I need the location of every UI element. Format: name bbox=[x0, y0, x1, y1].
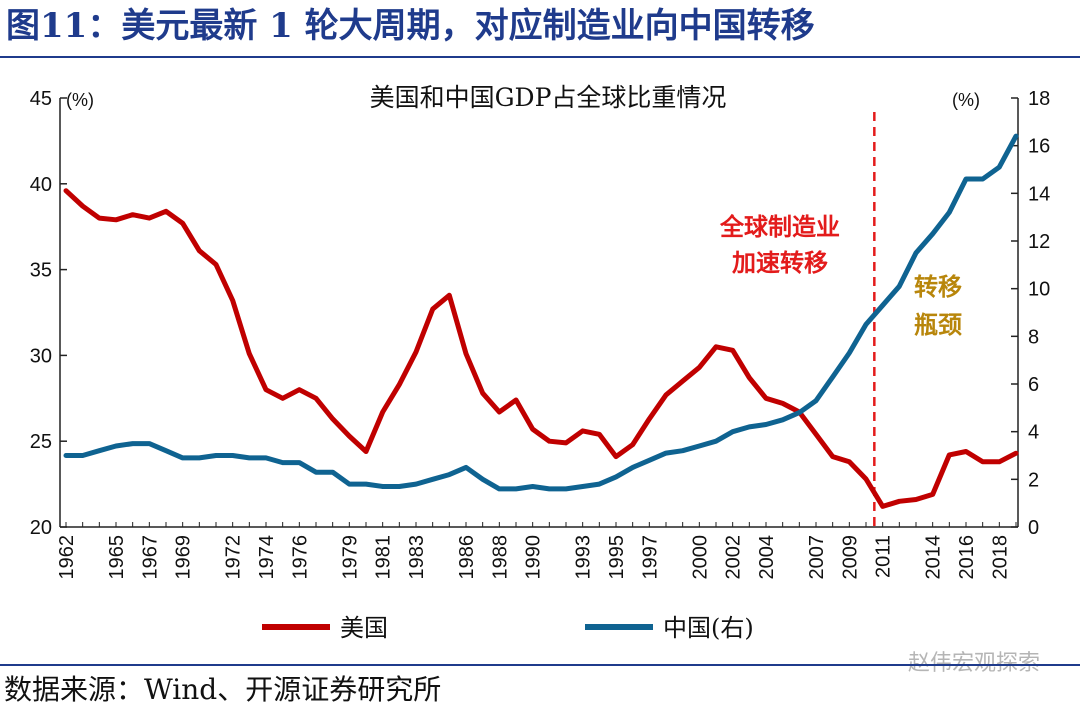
source-rule bbox=[0, 664, 1080, 666]
annotation-bottleneck-line2: 瓶颈 bbox=[914, 310, 962, 339]
x-tick-label: 1965 bbox=[106, 535, 128, 580]
y-right-tick-label: 4 bbox=[1028, 422, 1039, 444]
y-left-tick-label: 30 bbox=[30, 345, 52, 367]
y-left-tick-label: 35 bbox=[30, 260, 52, 282]
y-right-tick-label: 10 bbox=[1028, 279, 1050, 301]
x-tick-label: 1979 bbox=[339, 535, 361, 580]
legend-us-label: 美国 bbox=[340, 614, 388, 642]
gdp-share-chart: 20 25 30 35 40 45 0 2 4 6 8 10 12 14 16 18 1962 1965 1967 1… bbox=[30, 83, 1051, 642]
x-tick-label: 1988 bbox=[489, 535, 511, 580]
series-line-us bbox=[63, 188, 1019, 509]
y-left-unit: (%) bbox=[66, 90, 94, 110]
x-tick-label: 1981 bbox=[373, 535, 395, 580]
x-tick-label: 2000 bbox=[689, 535, 711, 580]
x-tick-label: 1962 bbox=[56, 535, 78, 580]
y-left-tick-label: 45 bbox=[30, 88, 52, 110]
annotation-accelerate-line2: 加速转移 bbox=[732, 248, 828, 277]
x-tick-label: 2002 bbox=[723, 535, 745, 580]
y-right-tick-label: 14 bbox=[1028, 183, 1050, 205]
x-tick-label: 1997 bbox=[639, 535, 661, 580]
x-tick-label: 2004 bbox=[756, 535, 778, 580]
x-tick-label: 1969 bbox=[173, 535, 195, 580]
y-right-tick-label: 16 bbox=[1028, 136, 1050, 158]
y-left-tick-label: 40 bbox=[30, 174, 52, 196]
y-right-tick-label: 0 bbox=[1028, 517, 1039, 539]
x-tick-label: 1986 bbox=[456, 535, 478, 580]
x-tick-label: 2016 bbox=[956, 535, 978, 580]
x-tick-label: 1976 bbox=[289, 535, 311, 580]
x-tick-label: 1974 bbox=[256, 535, 278, 580]
chart-lines bbox=[63, 112, 1019, 527]
x-tick-label: 1967 bbox=[139, 535, 161, 580]
x-tick-label: 1990 bbox=[523, 535, 545, 580]
x-tick-label: 2009 bbox=[839, 535, 861, 580]
y-right-tick-label: 6 bbox=[1028, 374, 1039, 396]
x-tick-label: 2018 bbox=[989, 535, 1011, 580]
legend: 美国 中国(右) bbox=[262, 614, 754, 642]
series-line-china bbox=[63, 133, 1019, 492]
x-tick-label: 1983 bbox=[406, 535, 428, 580]
chart-axes: 20 25 30 35 40 45 0 2 4 6 8 10 12 14 16 18 1962 1965 1967 1… bbox=[30, 88, 1051, 580]
y-right-tick-label: 18 bbox=[1028, 88, 1050, 110]
y-left-tick-label: 20 bbox=[30, 517, 52, 539]
y-right-tick-label: 8 bbox=[1028, 326, 1039, 348]
figure-title: 图11：美元最新 1 轮大周期，对应制造业向中国转移 bbox=[6, 6, 815, 46]
y-right-tick-label: 2 bbox=[1028, 469, 1039, 491]
y-left-tick-label: 25 bbox=[30, 431, 52, 453]
x-tick-label: 1993 bbox=[573, 535, 595, 580]
x-tick-label: 2014 bbox=[923, 535, 945, 580]
source-note: 数据来源：Wind、开源证券研究所 bbox=[4, 673, 442, 706]
y-right-unit: (%) bbox=[952, 90, 980, 110]
annotation-accelerate-line1: 全球制造业 bbox=[719, 212, 840, 241]
annotation-bottleneck-line1: 转移 bbox=[914, 272, 962, 301]
legend-china-label: 中国(右) bbox=[663, 614, 754, 642]
watermark-text: 赵伟宏观探索 bbox=[907, 651, 1040, 676]
title-rule bbox=[0, 56, 1080, 58]
x-tick-label: 1972 bbox=[223, 535, 245, 580]
chart-title: 美国和中国GDP占全球比重情况 bbox=[370, 83, 727, 112]
x-tick-label: 2011 bbox=[873, 535, 895, 578]
y-right-tick-label: 12 bbox=[1028, 231, 1050, 253]
x-tick-label: 1995 bbox=[606, 535, 628, 580]
x-tick-label: 2007 bbox=[806, 535, 828, 580]
